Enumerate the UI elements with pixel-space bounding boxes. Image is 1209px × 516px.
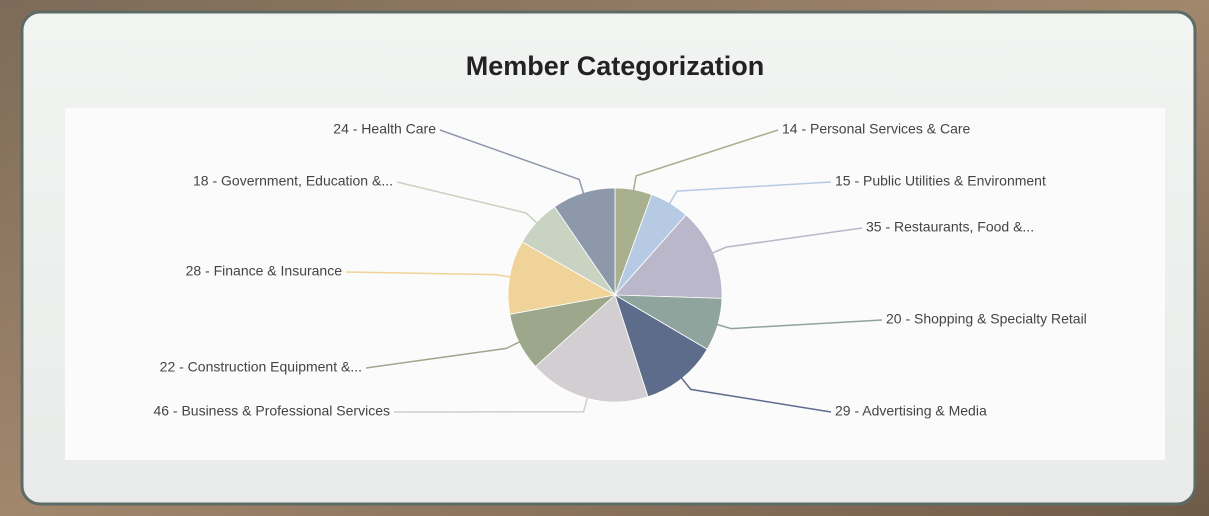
slice-label: 20 - Shopping & Specialty Retail — [886, 311, 1087, 327]
slice-label: 22 - Construction Equipment &... — [160, 359, 362, 375]
slice-label: 15 - Public Utilities & Environment — [835, 173, 1046, 189]
chart-title: Member Categorization — [466, 51, 765, 81]
slice-label: 14 - Personal Services & Care — [782, 121, 971, 137]
page: Member Categorization 14 - Personal Serv… — [0, 0, 1209, 516]
slice-label: 35 - Restaurants, Food &... — [866, 219, 1034, 235]
slice-label: 46 - Business & Professional Services — [153, 403, 390, 419]
slice-label: 29 - Advertising & Media — [835, 403, 987, 419]
chart: Member Categorization 14 - Personal Serv… — [0, 0, 1209, 516]
slice-label: 18 - Government, Education &... — [193, 173, 393, 189]
slice-label: 24 - Health Care — [333, 121, 436, 137]
slice-label: 28 - Finance & Insurance — [186, 263, 343, 279]
